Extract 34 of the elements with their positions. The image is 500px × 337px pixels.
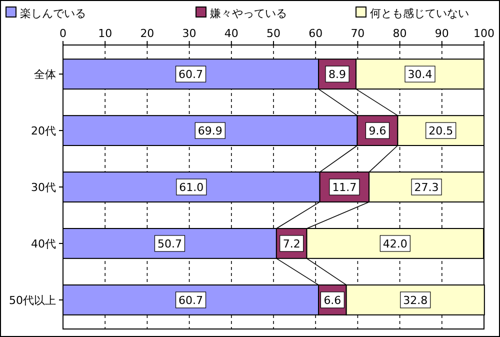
x-tick-label: 80 bbox=[392, 27, 407, 40]
data-label: 60.7 bbox=[178, 68, 204, 82]
data-label: 8.9 bbox=[328, 68, 346, 82]
x-tick-label: 20 bbox=[140, 27, 154, 40]
data-label: 9.6 bbox=[368, 124, 386, 138]
x-tick-label: 30 bbox=[182, 27, 196, 40]
data-label: 42.0 bbox=[382, 237, 408, 250]
x-tick-label: 0 bbox=[60, 27, 66, 40]
x-tick-label: 100 bbox=[474, 27, 494, 40]
legend-label: 楽しんでいる bbox=[20, 7, 86, 20]
data-label: 6.6 bbox=[324, 294, 342, 307]
x-tick-label: 40 bbox=[224, 27, 238, 40]
data-label: 20.5 bbox=[428, 124, 454, 138]
y-tick-label: 50代以上 bbox=[9, 294, 56, 307]
x-tick-label: 60 bbox=[308, 27, 323, 40]
x-tick-label: 10 bbox=[98, 27, 112, 40]
data-label: 27.3 bbox=[414, 181, 439, 194]
legend-label: 嫌々やっている bbox=[210, 7, 287, 20]
data-label: 30.4 bbox=[408, 68, 432, 82]
y-tick-label: 20代 bbox=[31, 124, 56, 138]
data-label: 32.8 bbox=[403, 294, 428, 307]
data-label: 7.2 bbox=[282, 237, 300, 250]
data-label: 60.7 bbox=[178, 294, 204, 307]
x-tick-label: 50 bbox=[266, 27, 280, 40]
y-tick-label: 30代 bbox=[31, 181, 56, 194]
data-label: 11.7 bbox=[332, 181, 357, 194]
data-label: 61.0 bbox=[179, 181, 204, 194]
legend-label: 何とも感じていない bbox=[370, 7, 469, 20]
data-label: 50.7 bbox=[157, 237, 182, 250]
x-tick-label: 70 bbox=[350, 27, 365, 40]
y-tick-label: 40代 bbox=[31, 237, 56, 250]
x-tick-label: 90 bbox=[434, 27, 449, 40]
data-label: 69.9 bbox=[198, 124, 222, 138]
y-tick-label: 全体 bbox=[34, 68, 56, 82]
